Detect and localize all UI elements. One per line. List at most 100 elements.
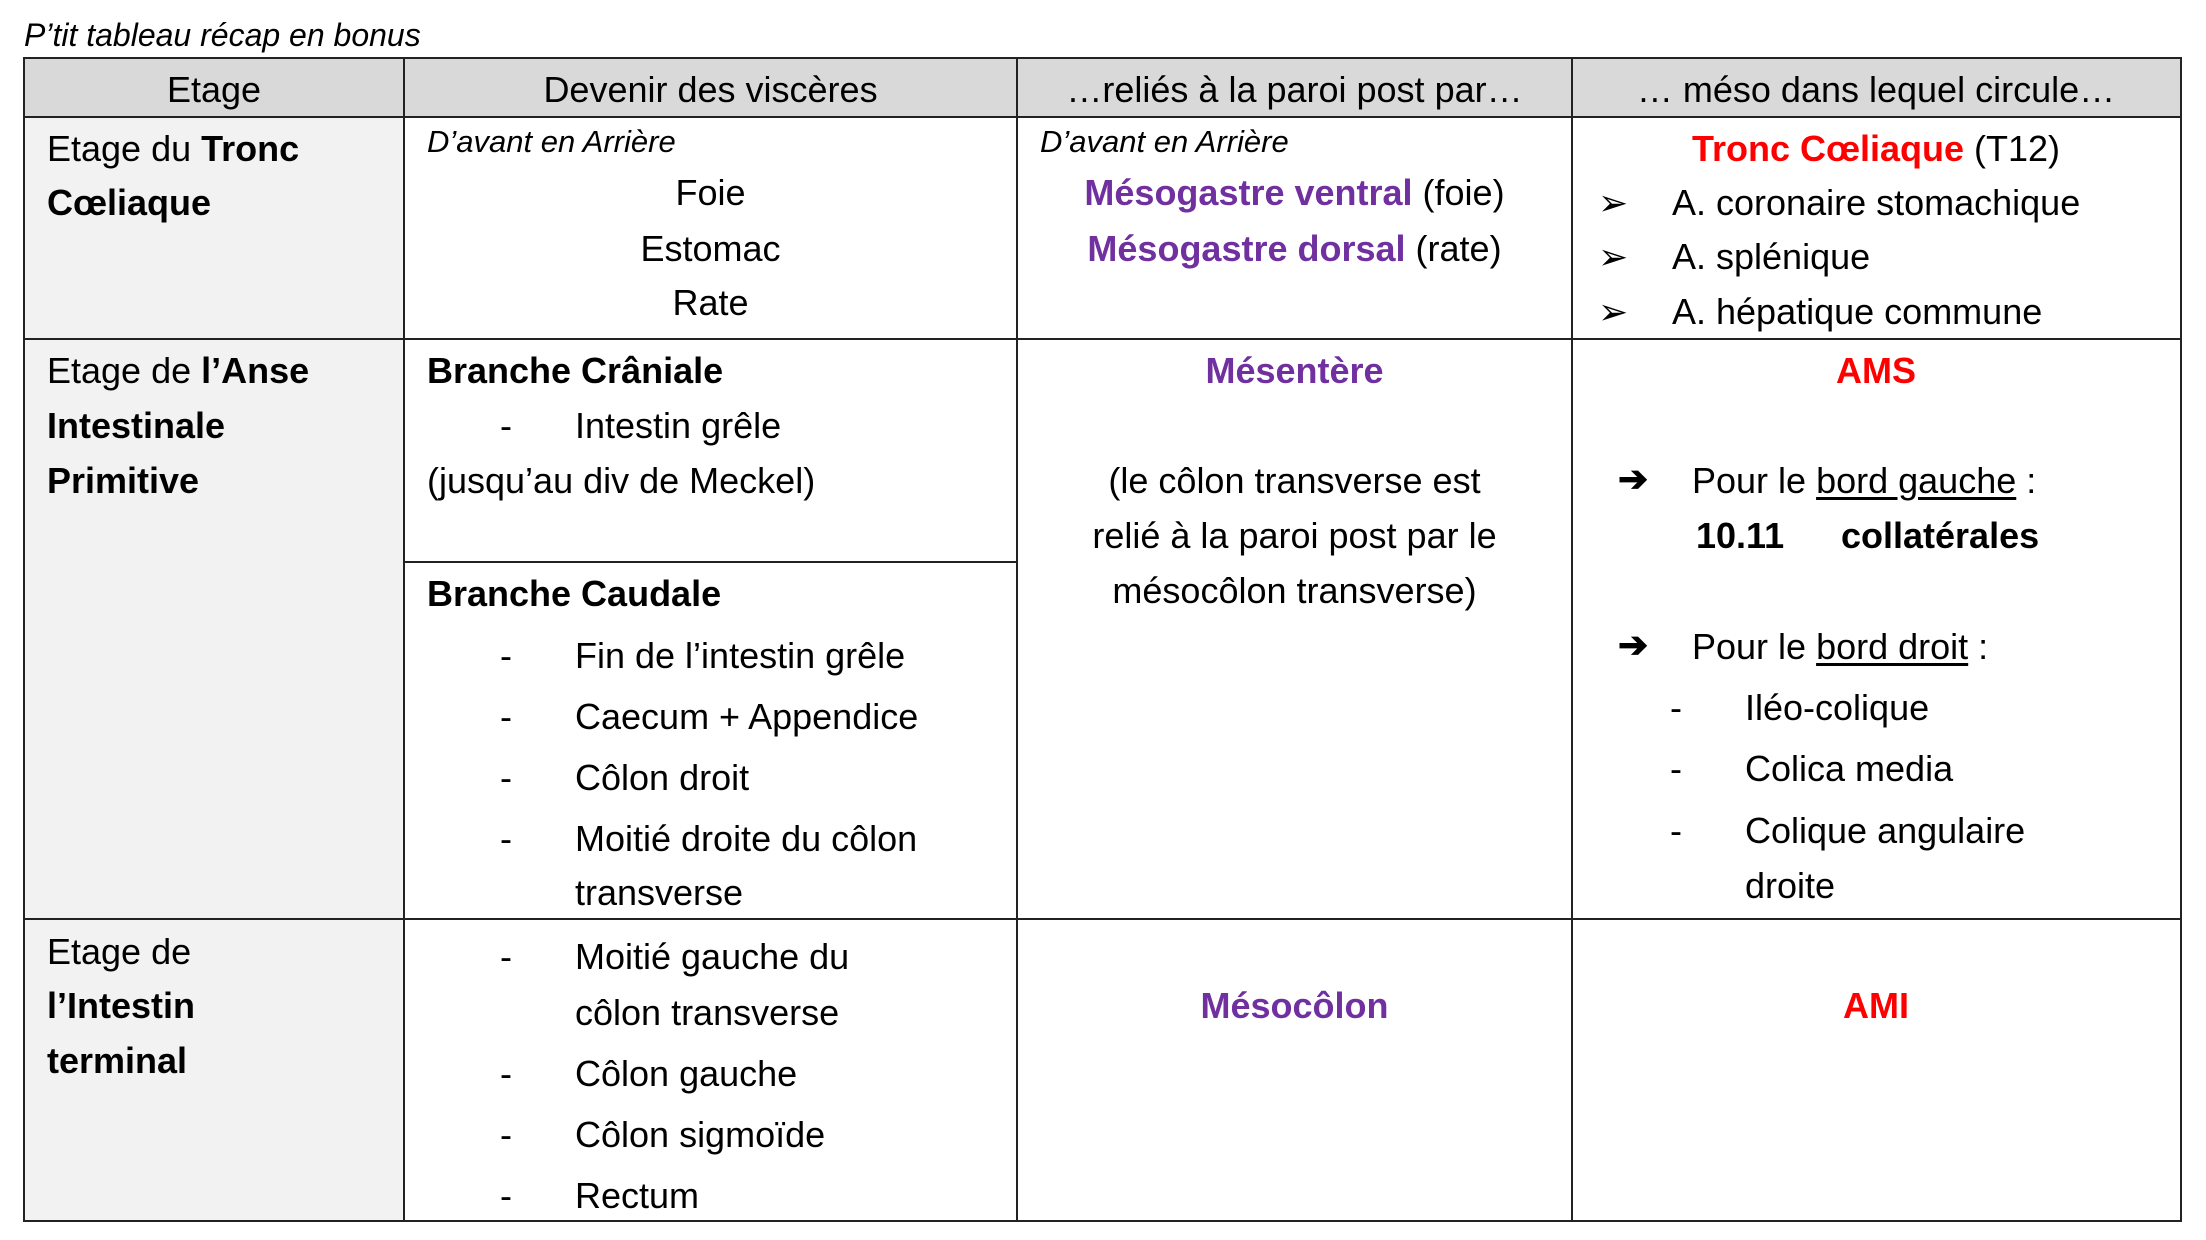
header-visceres: Devenir des viscères — [543, 69, 878, 110]
row1-meso-item: A. splénique — [1672, 236, 1871, 277]
row3-item: Rectum — [575, 1175, 700, 1216]
document-title: P’tit tableau récap en bonus — [24, 17, 421, 53]
dash-bullet: - — [1670, 687, 1682, 728]
arrowhead-bullet-icon: ➢ — [1598, 236, 1629, 277]
right-artery: Iléo-colique — [1745, 687, 1930, 728]
caudal-title: Branche Caudale — [427, 573, 722, 614]
caudal-item: Moitié droite du côlon — [575, 818, 918, 859]
row1-meso-item: A. coronaire stomachique — [1672, 182, 2081, 223]
dash-bullet: - — [500, 936, 512, 977]
row2-paroi-note: relié à la paroi post par le — [1092, 515, 1497, 556]
right-arrow-icon: ➔ — [1618, 624, 1649, 665]
row1-viscere: Rate — [672, 282, 749, 323]
meso-organ: (rate) — [1405, 228, 1502, 269]
border — [23, 57, 25, 1222]
dash-bullet: - — [500, 696, 512, 737]
bord-droit: bord droit — [1816, 626, 1969, 667]
vertebra-level: (T12) — [1964, 128, 2061, 169]
row2-paroi-title: Mésentère — [1205, 350, 1384, 391]
collateral-count: 10.11 — [1696, 515, 1785, 556]
meso-organ: (foie) — [1412, 172, 1505, 213]
header-etage: Etage — [166, 69, 262, 110]
arrowhead-bullet-icon: ➢ — [1598, 291, 1629, 332]
row3-meso: AMI — [1843, 985, 1909, 1026]
row3-item: Moitié gauche du — [575, 936, 850, 977]
cranial-item: Intestin grêle — [575, 405, 782, 446]
etage-prefix: Etage de — [47, 350, 202, 391]
right-artery: droite — [1745, 865, 1836, 906]
right-artery: Colique angulaire — [1745, 810, 2026, 851]
border — [404, 561, 1017, 563]
meso-name: Mésogastre ventral — [1084, 172, 1413, 213]
border — [1571, 57, 1573, 1222]
dash-bullet: - — [1670, 748, 1682, 789]
bord-gauche-line: Pour le bord gauche : — [1692, 453, 2036, 508]
label-prefix: Pour le — [1692, 460, 1817, 501]
row3-item: Côlon gauche — [575, 1053, 798, 1094]
etage-column-bg — [24, 117, 404, 1221]
row3-etage: Etage de — [47, 931, 192, 972]
border — [24, 918, 2182, 920]
row2-paroi-note: (le côlon transverse est — [1108, 460, 1481, 501]
row1-etage-line2: Cœliaque — [47, 182, 212, 223]
header-meso: … méso dans lequel circule… — [1636, 69, 2116, 110]
row3-etage-line: terminal — [47, 1040, 188, 1081]
row2-meso-title: AMS — [1836, 350, 1916, 391]
header-paroi: …reliés à la paroi post par… — [1066, 69, 1523, 110]
bord-droit-line: Pour le bord droit : — [1692, 619, 1988, 674]
right-arrow-icon: ➔ — [1618, 458, 1649, 499]
dash-bullet: - — [500, 1114, 512, 1155]
dash-bullet: - — [1670, 810, 1682, 851]
arrowhead-bullet-icon: ➢ — [1598, 182, 1629, 223]
bord-gauche: bord gauche — [1816, 460, 2017, 501]
cranial-title: Branche Crâniale — [427, 350, 724, 391]
dash-bullet: - — [500, 818, 512, 859]
label-suffix: : — [1968, 626, 1989, 667]
dash-bullet: - — [500, 1053, 512, 1094]
row1-paroi-item: Mésogastre dorsal (rate) — [1017, 221, 1572, 276]
artery-name: Tronc Cœliaque — [1691, 128, 1964, 169]
border — [24, 1220, 2182, 1222]
row1-paroi-note: D’avant en Arrière — [1040, 124, 1289, 159]
caudal-item: Fin de l’intestin grêle — [575, 635, 906, 676]
dash-bullet: - — [500, 1175, 512, 1216]
row1-meso-title: Tronc Cœliaque (T12) — [1572, 121, 2180, 176]
dash-bullet: - — [500, 757, 512, 798]
row2-etage: Etage de l’Anse — [47, 343, 309, 398]
dash-bullet: - — [500, 405, 512, 446]
right-artery: Colica media — [1745, 748, 1954, 789]
row1-paroi-item: Mésogastre ventral (foie) — [1017, 165, 1572, 220]
row2-etage-line: Primitive — [47, 460, 200, 501]
row3-etage-line: l’Intestin — [47, 985, 196, 1026]
border — [1016, 57, 1018, 1222]
row3-item: Côlon sigmoïde — [575, 1114, 826, 1155]
border — [24, 116, 2182, 118]
border — [24, 57, 2182, 59]
row2-paroi-note: mésocôlon transverse) — [1112, 570, 1477, 611]
row1-etage: Etage du Tronc — [47, 121, 299, 176]
caudal-item: transverse — [575, 872, 744, 913]
etage-name: l’Anse — [201, 350, 310, 391]
etage-prefix: Etage du — [47, 128, 202, 169]
label-suffix: : — [2016, 460, 2037, 501]
collateral-label: collatérales — [1841, 515, 2040, 556]
row1-meso-item: A. hépatique commune — [1672, 291, 2043, 332]
caudal-item: Côlon droit — [575, 757, 750, 798]
border — [2180, 57, 2182, 1222]
row1-visceres-note: D’avant en Arrière — [427, 124, 676, 159]
row3-item: côlon transverse — [575, 992, 840, 1033]
border — [24, 338, 2182, 340]
row2-etage-line: Intestinale — [47, 405, 226, 446]
border — [403, 57, 405, 1222]
dash-bullet: - — [500, 635, 512, 676]
header-row — [24, 58, 2180, 117]
row1-viscere: Foie — [675, 172, 746, 213]
cranial-note: (jusqu’au div de Meckel) — [427, 460, 816, 501]
etage-name: Tronc — [201, 128, 300, 169]
label-prefix: Pour le — [1692, 626, 1817, 667]
meso-name: Mésogastre dorsal — [1087, 228, 1406, 269]
row3-paroi: Mésocôlon — [1200, 985, 1389, 1026]
caudal-item: Caecum + Appendice — [575, 696, 919, 737]
row1-viscere: Estomac — [640, 228, 781, 269]
